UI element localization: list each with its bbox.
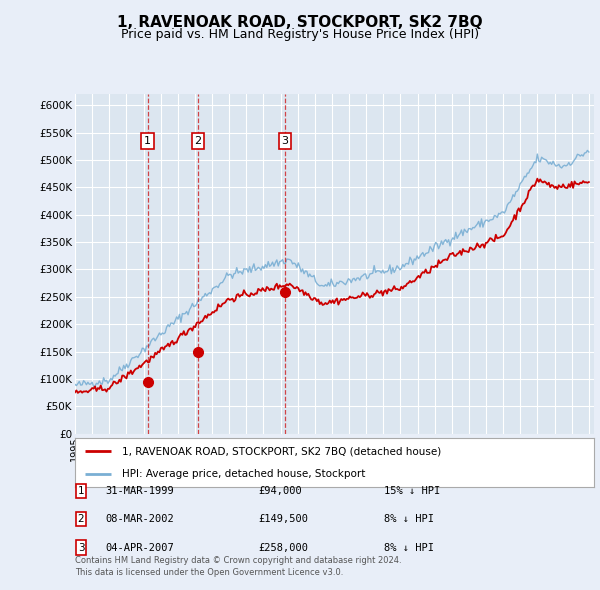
Text: HPI: Average price, detached house, Stockport: HPI: Average price, detached house, Stoc… [122,468,365,478]
Text: 31-MAR-1999: 31-MAR-1999 [105,486,174,496]
Text: 1, RAVENOAK ROAD, STOCKPORT, SK2 7BQ: 1, RAVENOAK ROAD, STOCKPORT, SK2 7BQ [117,15,483,30]
Text: 1: 1 [77,486,85,496]
Text: 04-APR-2007: 04-APR-2007 [105,543,174,552]
Text: 8% ↓ HPI: 8% ↓ HPI [384,514,434,524]
Text: 8% ↓ HPI: 8% ↓ HPI [384,543,434,552]
Text: 3: 3 [77,543,85,552]
Text: 1, RAVENOAK ROAD, STOCKPORT, SK2 7BQ (detached house): 1, RAVENOAK ROAD, STOCKPORT, SK2 7BQ (de… [122,447,441,457]
Text: 08-MAR-2002: 08-MAR-2002 [105,514,174,524]
Text: 2: 2 [194,136,202,146]
Text: 3: 3 [281,136,289,146]
Text: 1: 1 [144,136,151,146]
Text: £149,500: £149,500 [258,514,308,524]
Text: £258,000: £258,000 [258,543,308,552]
Text: Contains HM Land Registry data © Crown copyright and database right 2024.
This d: Contains HM Land Registry data © Crown c… [75,556,401,577]
Text: £94,000: £94,000 [258,486,302,496]
Text: 15% ↓ HPI: 15% ↓ HPI [384,486,440,496]
Text: 2: 2 [77,514,85,524]
Text: Price paid vs. HM Land Registry's House Price Index (HPI): Price paid vs. HM Land Registry's House … [121,28,479,41]
